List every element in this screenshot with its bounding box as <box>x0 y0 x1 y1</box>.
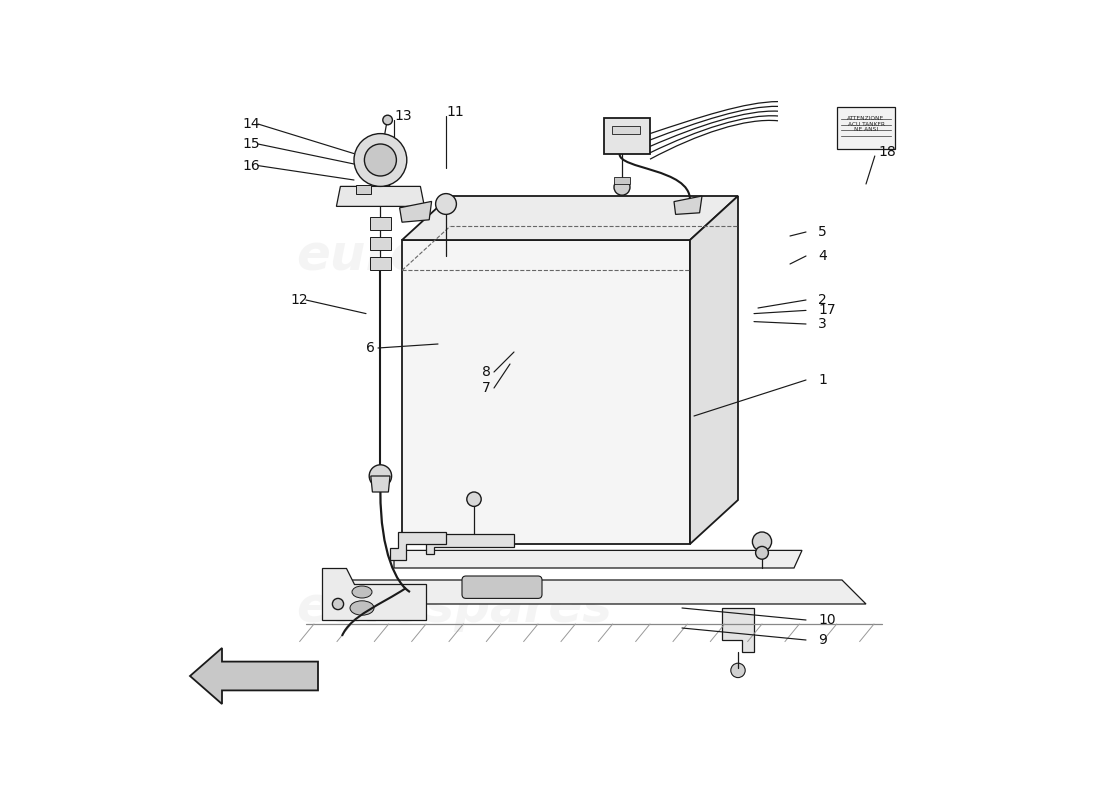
Polygon shape <box>674 196 702 214</box>
Text: eurospares: eurospares <box>296 232 612 280</box>
Polygon shape <box>402 196 738 240</box>
Polygon shape <box>426 534 514 554</box>
Polygon shape <box>322 568 426 620</box>
Circle shape <box>614 179 630 195</box>
Polygon shape <box>722 608 754 652</box>
Polygon shape <box>390 532 446 560</box>
Bar <box>356 185 371 194</box>
Text: 5: 5 <box>818 225 827 239</box>
Polygon shape <box>190 648 318 704</box>
Bar <box>612 126 639 134</box>
Text: 7: 7 <box>482 381 491 395</box>
Text: eurospares: eurospares <box>296 584 612 632</box>
Text: 1: 1 <box>818 373 827 387</box>
Polygon shape <box>394 550 802 568</box>
Bar <box>370 257 390 270</box>
Polygon shape <box>338 580 866 604</box>
Polygon shape <box>337 186 425 206</box>
Bar <box>604 118 650 154</box>
FancyBboxPatch shape <box>462 576 542 598</box>
Polygon shape <box>399 202 431 222</box>
Ellipse shape <box>350 601 374 615</box>
Text: 9: 9 <box>818 633 827 647</box>
Text: 8: 8 <box>482 365 491 379</box>
Circle shape <box>436 194 456 214</box>
Circle shape <box>370 465 392 487</box>
Text: 2: 2 <box>818 293 827 307</box>
Text: 10: 10 <box>818 613 836 627</box>
Ellipse shape <box>352 586 372 598</box>
Text: 6: 6 <box>366 341 375 355</box>
Circle shape <box>364 144 396 176</box>
Text: 16: 16 <box>242 158 260 173</box>
Text: 3: 3 <box>818 317 827 331</box>
Text: 4: 4 <box>818 249 827 263</box>
Circle shape <box>756 546 769 559</box>
Bar <box>370 217 390 230</box>
Circle shape <box>354 134 407 186</box>
Text: ATTENZIONE
ACU TANKFR
NE ANSI: ATTENZIONE ACU TANKFR NE ANSI <box>847 116 884 132</box>
Circle shape <box>383 115 393 125</box>
Circle shape <box>466 492 481 506</box>
Circle shape <box>752 532 771 551</box>
Polygon shape <box>371 476 390 492</box>
Text: 14: 14 <box>242 117 260 131</box>
Polygon shape <box>402 240 690 544</box>
Text: 11: 11 <box>446 105 464 119</box>
Polygon shape <box>690 196 738 544</box>
Circle shape <box>332 598 343 610</box>
Circle shape <box>730 663 745 678</box>
Text: 13: 13 <box>394 109 411 123</box>
Text: 17: 17 <box>818 303 836 318</box>
Bar <box>614 177 630 184</box>
Bar <box>370 237 390 250</box>
Text: 15: 15 <box>242 137 260 151</box>
Bar <box>837 107 894 149</box>
Text: 12: 12 <box>290 293 308 307</box>
Text: 18: 18 <box>878 145 895 159</box>
